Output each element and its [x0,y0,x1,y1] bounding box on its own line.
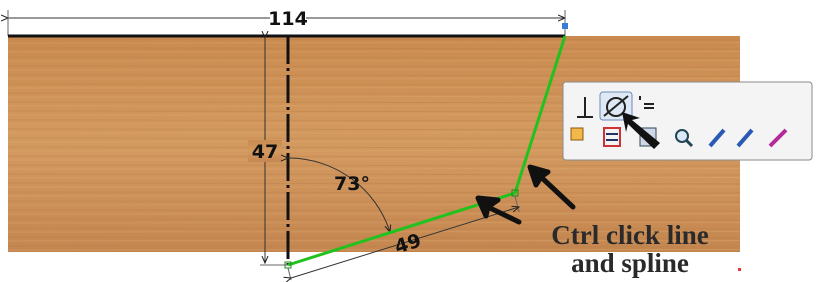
tool-icon[interactable] [571,128,583,140]
extension-line [288,268,291,280]
angle-label[interactable]: 73° [334,173,370,195]
endpoint[interactable] [562,23,568,29]
callout-text: Ctrl click line [551,220,708,250]
dimension-label[interactable]: 114 [268,8,308,30]
origin-marker [738,268,741,271]
cad-view: 114 47 73° 49 Ctrl click line and spline [0,0,821,282]
dimension-label[interactable]: 47 [252,141,278,163]
callout-text: and spline [571,248,689,278]
relations-toolbar [563,82,812,160]
